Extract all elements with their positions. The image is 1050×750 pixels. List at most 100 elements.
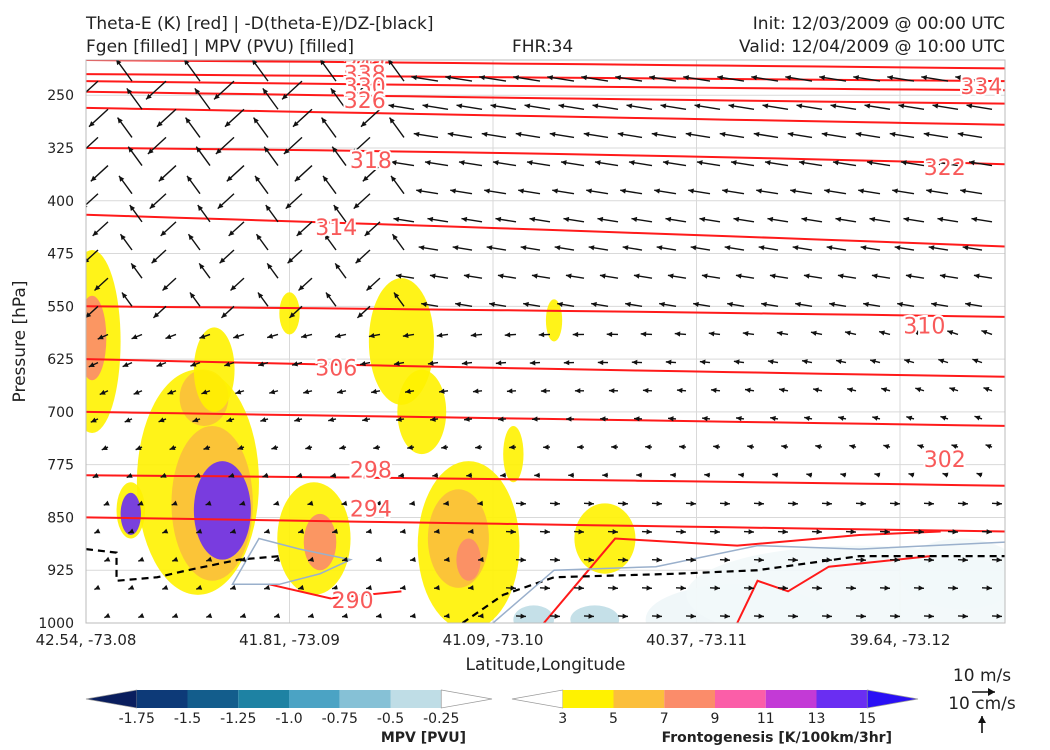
wind-arrowhead	[835, 216, 842, 223]
wind-arrowhead	[860, 245, 867, 251]
wind-arrowhead	[745, 387, 751, 393]
wind-arrowhead	[850, 529, 856, 535]
wind-ref-w-label: 10 cm/s	[948, 694, 1016, 714]
wind-arrowhead	[215, 148, 222, 155]
wind-arrowhead	[599, 273, 606, 279]
wind-arrowhead	[196, 584, 203, 590]
wind-arrowhead	[883, 444, 890, 450]
wind-arrowhead	[466, 472, 472, 478]
theta-e-line	[736, 555, 931, 623]
wind-arrowhead	[801, 216, 808, 223]
wind-arrowhead	[813, 387, 819, 393]
y-tick-label: 550	[47, 299, 74, 315]
wind-arrowhead	[78, 94, 84, 100]
wind-arrowhead	[424, 160, 431, 166]
wind-arrowhead	[510, 585, 516, 591]
wind-arrowhead	[269, 389, 276, 395]
wind-arrowhead	[328, 416, 335, 423]
wind-arrowhead	[770, 415, 776, 422]
theta-e-label: 298	[350, 459, 392, 484]
wind-arrowhead	[717, 75, 724, 81]
wind-arrowhead	[298, 584, 305, 590]
wind-arrowhead	[939, 273, 946, 279]
wind-arrowhead	[330, 472, 337, 478]
wind-arrowhead	[617, 131, 624, 137]
wind-arrowhead	[452, 245, 459, 251]
wind-arrowhead	[529, 216, 536, 223]
wind-arrowhead	[422, 103, 429, 109]
wind-arrowhead	[923, 131, 930, 137]
wind-arrowhead	[341, 500, 348, 506]
wind-arrowhead	[375, 500, 382, 506]
wind-arrowhead	[656, 500, 662, 507]
wind-arrowhead	[889, 131, 896, 137]
wind-arrowhead	[845, 330, 851, 336]
wind-arrowhead	[366, 528, 372, 534]
wind-arrowhead	[116, 60, 122, 66]
wind-arrowhead	[430, 416, 436, 422]
wind-arrowhead	[221, 312, 228, 318]
wind-arrowhead	[634, 416, 640, 422]
wind-arrowhead	[296, 230, 303, 236]
wind-arrowhead	[534, 472, 540, 478]
wind-arrowhead	[128, 528, 135, 534]
theta-e-label: 326	[344, 89, 386, 114]
wind-arrowhead	[960, 188, 966, 194]
wind-arrowhead	[696, 160, 703, 166]
wind-arrowhead	[205, 500, 212, 506]
wind-arrowhead	[351, 148, 358, 155]
wind-arrowhead	[622, 245, 629, 251]
wind-arrowhead	[495, 216, 502, 223]
wind-arrowhead	[646, 585, 652, 591]
y-tick-label: 475	[47, 247, 74, 263]
wind-arrowhead	[563, 216, 570, 223]
wind-arrowhead	[733, 216, 740, 223]
wind-arrowhead	[986, 529, 992, 535]
wind-arrowhead	[320, 60, 326, 66]
fgen-colorbar-swatch	[664, 690, 715, 708]
wind-arrowhead	[138, 613, 145, 618]
wind-arrowhead	[165, 334, 172, 339]
wind-arrowhead	[870, 358, 877, 364]
wind-arrowhead	[396, 416, 402, 422]
wind-arrowhead	[194, 472, 201, 478]
valid-time: Valid: 12/04/2009 @ 10:00 UTC	[739, 37, 1005, 57]
wind-arrowhead	[560, 160, 567, 166]
y-tick-label: 850	[47, 510, 74, 526]
wind-arrowhead	[416, 188, 422, 194]
fgen-colorbar-tick: 11	[757, 711, 775, 727]
wind-arrowhead	[903, 216, 910, 223]
wind-arrowhead	[802, 359, 808, 365]
x-axis-label: Latitude,Longitude	[466, 655, 626, 675]
mpv-colorbar-tick: -1.0	[275, 711, 302, 727]
wind-arrowhead	[821, 131, 828, 137]
x-tick-label: 42.54, -73.08	[36, 631, 137, 649]
wind-arrowhead	[256, 234, 262, 241]
wind-arrowhead	[622, 500, 628, 507]
wind-arrowhead	[881, 387, 888, 393]
y-tick-label: 775	[47, 458, 74, 474]
wind-arrowhead	[742, 331, 749, 337]
wind-arrowhead	[458, 160, 465, 166]
wind-arrowhead	[724, 557, 730, 563]
wind-arrowhead	[257, 292, 264, 299]
wind-arrowhead	[350, 93, 356, 100]
theta-e-label: 306	[315, 357, 357, 382]
theta-e-label: 342	[344, 54, 386, 79]
fill-region	[570, 605, 620, 623]
wind-arrowhead	[332, 528, 338, 534]
fill-region	[193, 327, 235, 412]
wind-arrowhead	[665, 359, 672, 365]
wind-arrowhead	[260, 417, 267, 423]
wind-arrowhead	[951, 444, 958, 450]
wind-arrowhead	[362, 416, 368, 422]
wind-arrowhead	[264, 146, 270, 153]
wind-arrowhead	[162, 284, 169, 291]
wind-arrowhead	[748, 529, 754, 535]
wind-arrowhead	[147, 148, 154, 155]
wind-arrowhead	[513, 75, 520, 81]
wind-arrowhead	[625, 301, 631, 308]
wind-arrowhead	[230, 284, 237, 291]
wind-arrowhead	[531, 273, 538, 279]
